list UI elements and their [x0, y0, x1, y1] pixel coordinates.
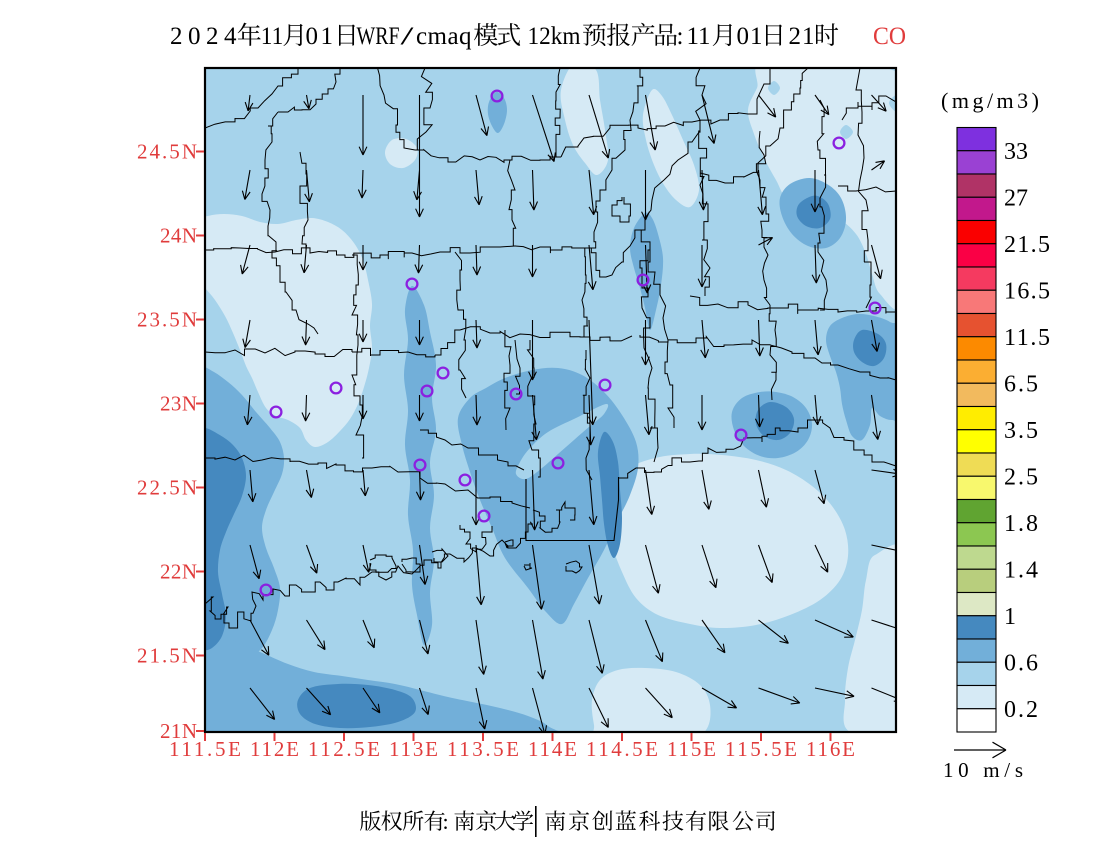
svg-text::: :	[677, 23, 684, 50]
svg-text:/: /	[401, 23, 414, 50]
svg-text:11: 11	[687, 23, 711, 50]
svg-text:0.6: 0.6	[1004, 650, 1038, 676]
svg-text:3.5: 3.5	[1004, 418, 1038, 444]
svg-text:1: 1	[1004, 604, 1016, 630]
svg-text:113E: 113E	[389, 737, 438, 761]
svg-text:1.8: 1.8	[1004, 511, 1038, 537]
svg-text:22N: 22N	[160, 560, 197, 584]
svg-text:(mg/m3): (mg/m3)	[941, 88, 1039, 113]
svg-text:24N: 24N	[160, 224, 197, 248]
svg-text:115E: 115E	[667, 737, 716, 761]
svg-text:11: 11	[261, 23, 284, 50]
svg-text:114E: 114E	[528, 737, 577, 761]
svg-text:cmaq: cmaq	[416, 23, 472, 50]
svg-text:27: 27	[1004, 185, 1028, 211]
svg-text:6.5: 6.5	[1004, 371, 1038, 397]
svg-text:24.5N: 24.5N	[137, 140, 197, 164]
svg-text:0.2: 0.2	[1004, 697, 1038, 723]
svg-text::: :	[443, 809, 449, 834]
svg-text:11.5: 11.5	[1004, 325, 1050, 351]
svg-text:21: 21	[789, 23, 815, 50]
svg-text:2.5: 2.5	[1004, 464, 1038, 490]
svg-text:112E: 112E	[250, 737, 299, 761]
svg-text:1.4: 1.4	[1004, 557, 1038, 583]
svg-text:23N: 23N	[160, 392, 197, 416]
svg-text:16.5: 16.5	[1004, 278, 1050, 304]
svg-text:116E: 116E	[806, 737, 855, 761]
svg-text:CO: CO	[873, 23, 906, 50]
svg-text:33: 33	[1004, 139, 1028, 165]
svg-text:01: 01	[737, 23, 763, 50]
svg-text:23.5N: 23.5N	[137, 308, 197, 332]
svg-text:21.5: 21.5	[1004, 232, 1050, 258]
svg-text:21.5N: 21.5N	[137, 644, 197, 668]
svg-text:WRF: WRF	[357, 23, 400, 50]
svg-text:22.5N: 22.5N	[137, 476, 197, 500]
svg-text:12km: 12km	[528, 23, 582, 50]
svg-text:21N: 21N	[160, 719, 197, 743]
